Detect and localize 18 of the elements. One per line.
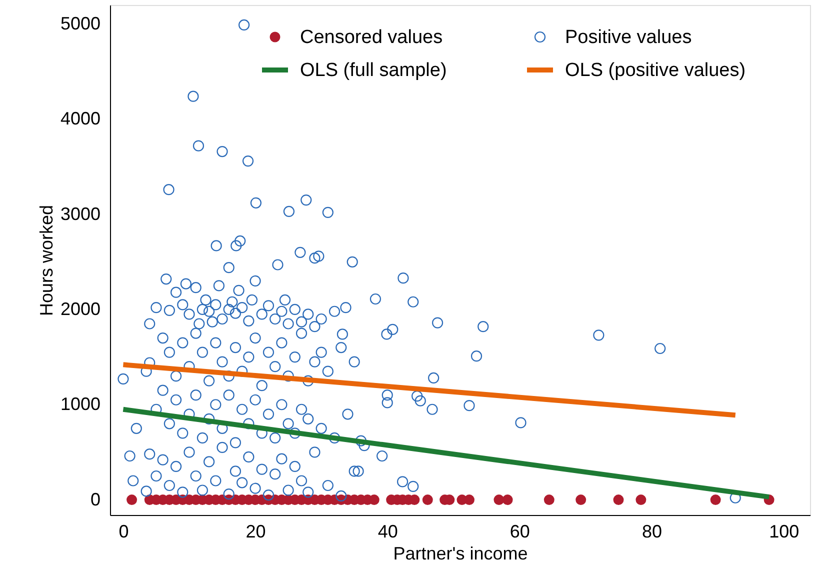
x-tick-label: 20 bbox=[246, 522, 266, 542]
y-tick-label: 0 bbox=[90, 489, 100, 510]
y-tick-label: 5000 bbox=[60, 14, 100, 34]
x-tick-label: 40 bbox=[378, 522, 398, 542]
x-tick-label: 100 bbox=[769, 522, 800, 542]
y-tick-label: 2000 bbox=[60, 298, 100, 319]
y-tick-label: 1000 bbox=[60, 394, 100, 414]
x-tick-label: 80 bbox=[642, 522, 662, 542]
x-tick-label: 0 bbox=[118, 522, 129, 542]
y-tick-label: 4000 bbox=[60, 108, 100, 129]
legend-label: Positive values bbox=[565, 27, 692, 48]
x-tick-label: 60 bbox=[510, 522, 530, 542]
legend-label: OLS (positive values) bbox=[565, 60, 746, 81]
y-axis-title: Hours worked bbox=[36, 204, 56, 316]
legend-label: OLS (full sample) bbox=[300, 60, 447, 81]
y-tick-label: 3000 bbox=[60, 204, 100, 224]
x-axis-title: Partner's income bbox=[393, 544, 528, 564]
legend-label: Censored values bbox=[300, 27, 443, 48]
